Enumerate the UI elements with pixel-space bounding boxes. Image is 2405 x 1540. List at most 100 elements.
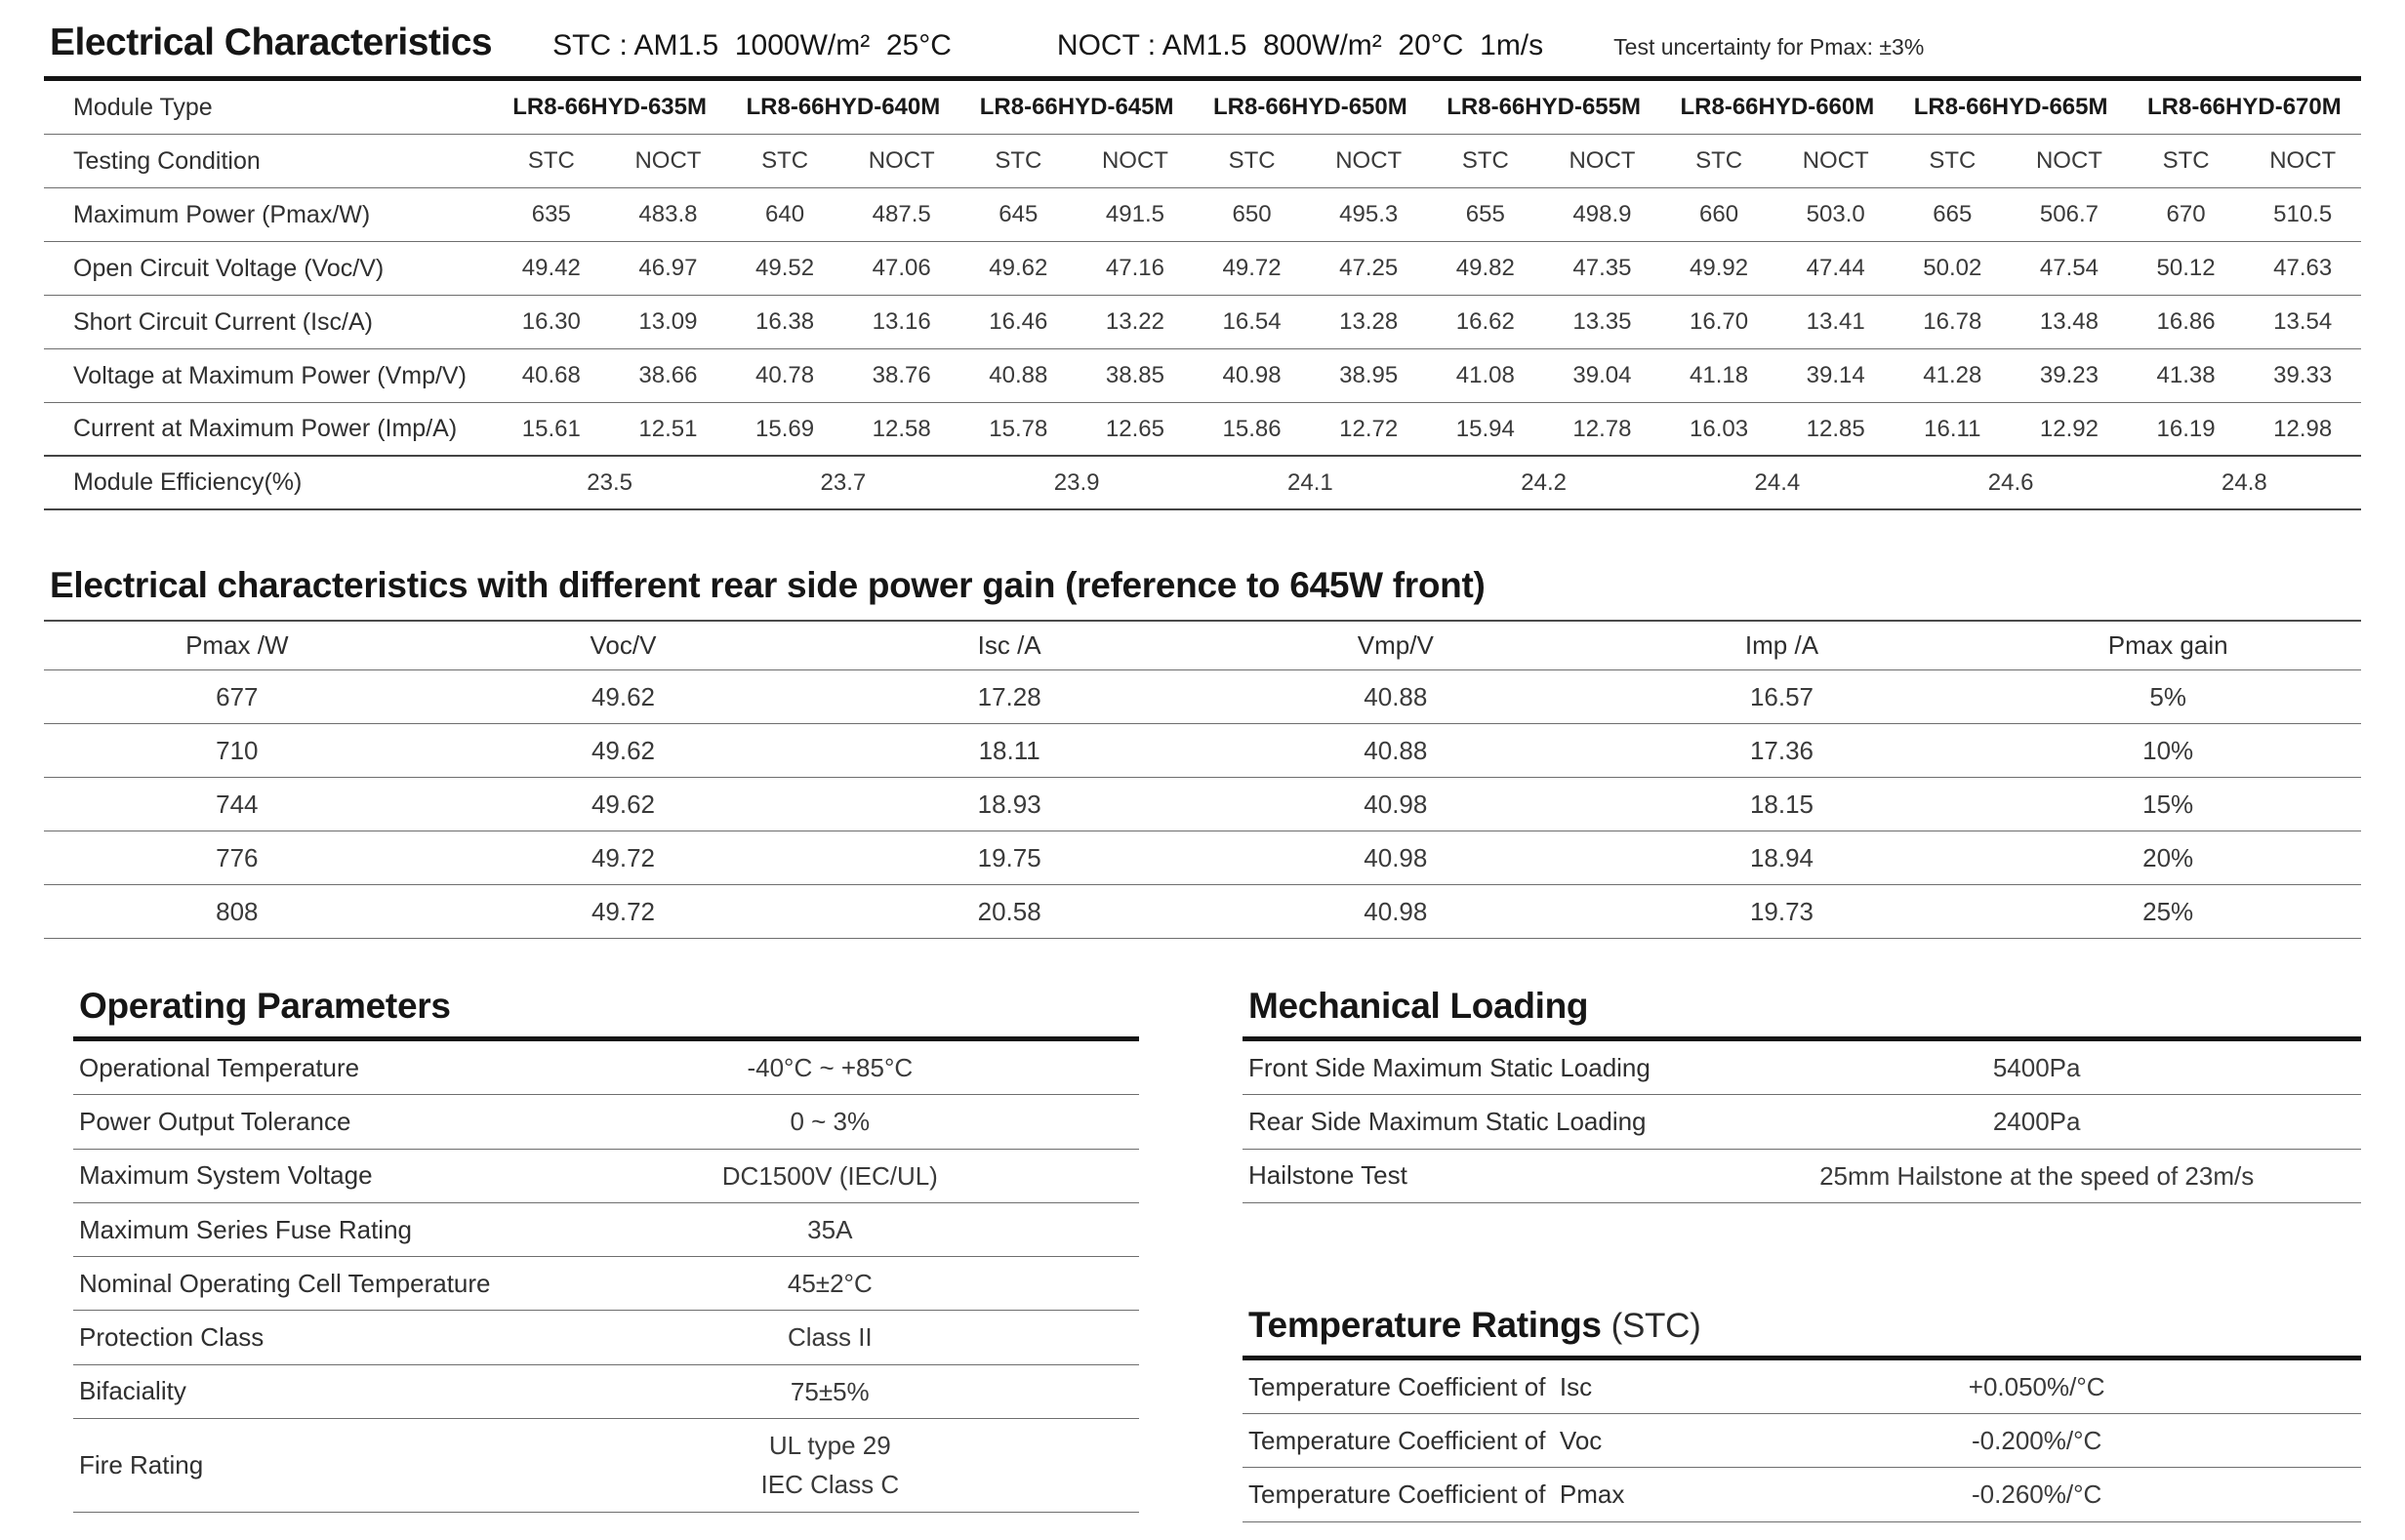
- parameter-value: 0 ~ 3%: [790, 1107, 871, 1137]
- table-cell: 49.72: [1222, 255, 1282, 281]
- table-cell: 19.73: [1749, 896, 1814, 926]
- temperature-ratings-title-text: Temperature Ratings: [1248, 1304, 1611, 1345]
- parameter-row: Operational Temperature -40°C ~ +85°C: [73, 1041, 1139, 1096]
- table-cell: 487.5: [872, 201, 931, 227]
- parameter-label: Rear Side Maximum Static Loading: [1248, 1106, 1647, 1136]
- table-cell: 38.66: [638, 362, 698, 388]
- table-cell: 40.98: [1364, 789, 1428, 819]
- table-cell: 38.85: [1105, 362, 1164, 388]
- table-cell: 12.72: [1339, 415, 1399, 442]
- electrical-characteristics-section: Electrical Characteristics STC : AM1.5 1…: [44, 10, 2361, 510]
- parameter-row: Maximum System Voltage DC1500V (IEC/UL): [73, 1150, 1139, 1203]
- bottom-panels: Operating Parameters Operational Tempera…: [44, 986, 2361, 1522]
- table-cell: 40.78: [755, 362, 815, 388]
- table-cell: 15.86: [1222, 415, 1282, 442]
- rear-gain-data-row: 808 49.72 20.58 40.98 19.73 25%: [44, 885, 2361, 939]
- table-cell: 640: [765, 201, 805, 227]
- section-title-rear-side-power-gain: Electrical characteristics with differen…: [50, 565, 1486, 605]
- module-efficiency-cell: 24.8: [2222, 468, 2267, 496]
- testing-condition-row: Testing Condition STC NOCT STC NOCT STC NOCT S…: [44, 135, 2361, 188]
- column-header-cell: Imp /A: [1744, 630, 1819, 660]
- parameter-value: 45±2°C: [787, 1269, 873, 1299]
- electrical-data-row: Current at Maximum Power (Imp/A) 15.61 12…: [44, 403, 2361, 457]
- module-efficiency-row: Module Efficiency(%) 23.5 23.7 23.9 24.1 24.…: [44, 457, 2361, 510]
- parameter-label: Maximum System Voltage: [79, 1160, 373, 1191]
- mechanical-loading-section: Mechanical Loading Front Side Maximum St…: [1243, 986, 2361, 1203]
- table-cell: 40.88: [1364, 681, 1428, 711]
- parameter-value: 5400Pa: [1992, 1053, 2081, 1082]
- module-type-cell: LR8-66HYD-635M: [512, 94, 707, 120]
- module-efficiency-cell: 23.7: [820, 468, 867, 496]
- table-cell: 12.92: [2039, 415, 2099, 442]
- rear-side-power-gain-section: Electrical characteristics with differen…: [44, 565, 2361, 939]
- electrical-characteristics-header: Electrical Characteristics STC : AM1.5 1…: [44, 10, 2361, 76]
- module-efficiency-cell: 24.4: [1754, 468, 1801, 496]
- table-cell: 49.82: [1455, 255, 1515, 281]
- parameter-row: Fire Rating UL type 29 IEC Class C: [73, 1419, 1139, 1513]
- table-cell: 20%: [2142, 842, 2194, 872]
- table-cell: 650: [1232, 201, 1272, 227]
- electrical-data-row: Maximum Power (Pmax/W) 635 483.8 640 487.5 6…: [44, 188, 2361, 242]
- noct-test-condition: NOCT : AM1.5 800W/m² 20°C 1m/s: [1056, 29, 1544, 61]
- row-label: Current at Maximum Power (Imp/A): [73, 415, 458, 442]
- temperature-ratings-section: Temperature Ratings (STC) Temperature Co…: [1243, 1305, 2361, 1522]
- operating-parameters-section: Operating Parameters Operational Tempera…: [73, 986, 1139, 1522]
- table-cell: 38.95: [1339, 362, 1399, 388]
- testing-condition-cell: STC: [1929, 147, 1977, 174]
- table-cell: 47.16: [1105, 255, 1164, 281]
- table-cell: 47.25: [1339, 255, 1399, 281]
- module-type-cell: LR8-66HYD-645M: [979, 94, 1174, 120]
- parameter-value: -0.200%/°C: [1972, 1426, 2102, 1456]
- table-cell: 13.09: [638, 308, 698, 335]
- table-cell: 41.38: [2156, 362, 2216, 388]
- row-label: Voltage at Maximum Power (Vmp/V): [73, 361, 467, 389]
- electrical-data-row: Open Circuit Voltage (Voc/V) 49.42 46.97 4…: [44, 242, 2361, 296]
- table-cell: 677: [216, 681, 259, 711]
- column-header-cell: Isc /A: [977, 630, 1041, 660]
- table-cell: 16.11: [1924, 415, 1981, 442]
- parameter-label: Temperature Coefficient of Voc: [1248, 1425, 1603, 1455]
- parameter-row: Temperature Coefficient of Isc +0.050%/°…: [1243, 1360, 2361, 1415]
- table-cell: 635: [531, 201, 571, 227]
- table-cell: 17.36: [1749, 735, 1814, 765]
- table-cell: 491.5: [1105, 201, 1164, 227]
- table-cell: 39.14: [1806, 362, 1865, 388]
- table-cell: 46.97: [638, 255, 698, 281]
- module-type-cell: LR8-66HYD-655M: [1447, 94, 1641, 120]
- table-cell: 503.0: [1806, 201, 1865, 227]
- table-cell: 12.78: [1572, 415, 1632, 442]
- parameter-label: Maximum Series Fuse Rating: [79, 1214, 412, 1244]
- testing-condition-cell: NOCT: [1335, 147, 1403, 174]
- parameter-label: Nominal Operating Cell Temperature: [79, 1268, 491, 1298]
- table-cell: 10%: [2142, 735, 2194, 765]
- parameter-label: Temperature Coefficient of Isc: [1248, 1371, 1593, 1401]
- testing-condition-cell: STC: [995, 147, 1042, 174]
- table-cell: 16.62: [1455, 308, 1515, 335]
- parameter-label: Temperature Coefficient of Pmax: [1248, 1479, 1625, 1510]
- table-cell: 49.62: [591, 789, 656, 819]
- table-cell: 744: [216, 789, 259, 819]
- table-cell: 506.7: [2039, 201, 2099, 227]
- module-type-cell: LR8-66HYD-650M: [1213, 94, 1407, 120]
- module-efficiency-cell: 23.9: [1053, 468, 1100, 496]
- table-cell: 16.54: [1222, 308, 1282, 335]
- row-label: Maximum Power (Pmax/W): [73, 200, 371, 228]
- table-cell: 498.9: [1572, 201, 1632, 227]
- table-cell: 12.85: [1806, 415, 1865, 442]
- parameter-label: Bifaciality: [79, 1376, 186, 1406]
- testing-condition-cell: NOCT: [1569, 147, 1636, 174]
- table-cell: 38.76: [872, 362, 931, 388]
- parameter-value: +0.050%/°C: [1968, 1371, 2105, 1401]
- parameter-value: DC1500V (IEC/UL): [721, 1160, 938, 1191]
- table-cell: 510.5: [2273, 201, 2333, 227]
- table-cell: 47.06: [872, 255, 931, 281]
- table-cell: 47.44: [1806, 255, 1865, 281]
- parameter-value: 25mm Hailstone at the speed of 23m/s: [1819, 1160, 2255, 1191]
- rear-gain-data-rows: 677 49.62 17.28 40.88 16.57 5% 710 49.62 18.11 4…: [44, 670, 2361, 939]
- table-cell: 49.52: [755, 255, 815, 281]
- table-cell: 18.11: [978, 735, 1040, 765]
- table-cell: 495.3: [1339, 201, 1399, 227]
- parameter-value: UL type 29 IEC Class C: [760, 1431, 900, 1500]
- row-label: Open Circuit Voltage (Voc/V): [73, 254, 385, 282]
